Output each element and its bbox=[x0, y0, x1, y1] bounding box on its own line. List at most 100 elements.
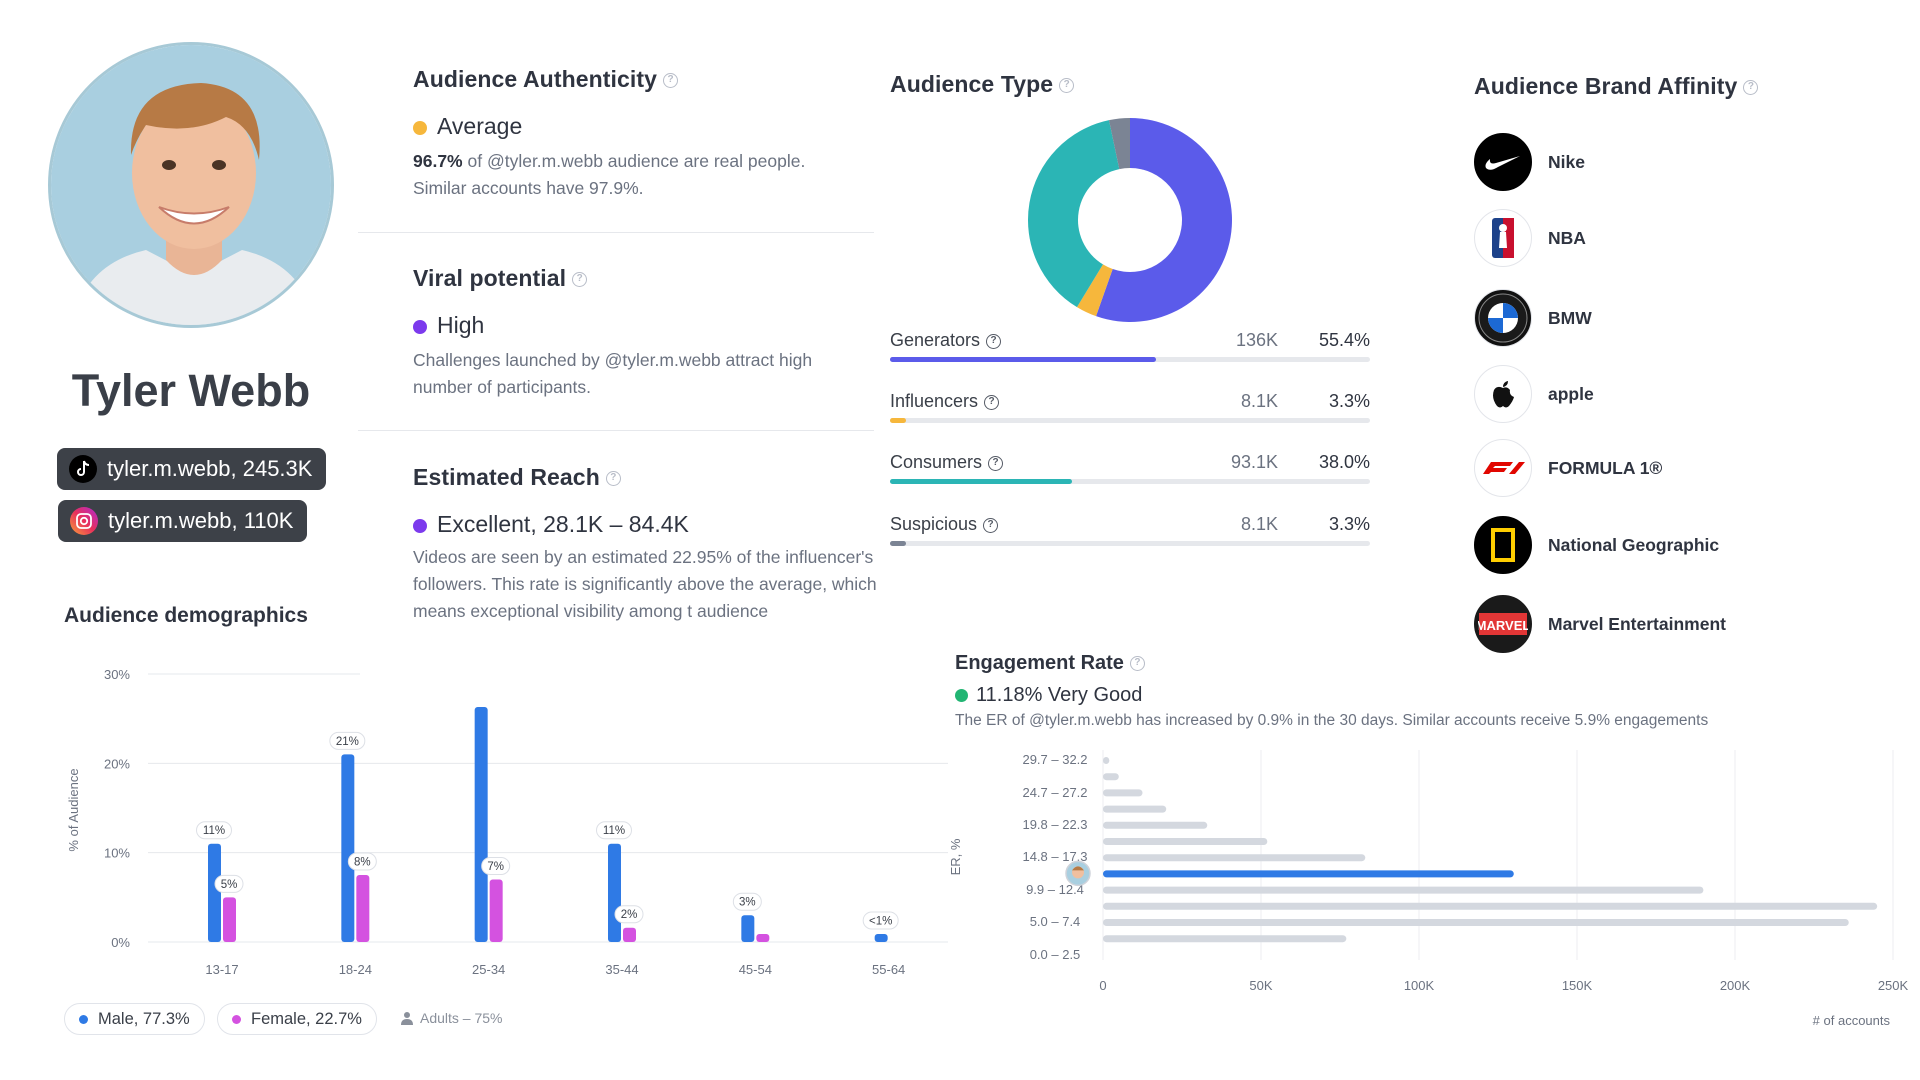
bar-male-13-17[interactable] bbox=[208, 843, 221, 942]
legend-female[interactable]: Female, 22.7% bbox=[217, 1003, 377, 1035]
er-bar[interactable] bbox=[1103, 789, 1143, 797]
type-percent: 38.0% bbox=[1318, 452, 1370, 472]
type-label: Generators? bbox=[890, 330, 1002, 351]
type-count: 93.1K bbox=[1230, 452, 1278, 472]
er-bar[interactable] bbox=[1103, 838, 1268, 845]
engagement-chart: 0 50K 100K 150K 200K 250K 29.7 – 32.2 24.7 – 27… bbox=[948, 750, 1909, 1028]
legend-male[interactable]: Male, 77.3% bbox=[64, 1003, 205, 1035]
donut-slice-suspicious bbox=[1109, 118, 1130, 170]
y-tick-label: 0% bbox=[111, 935, 130, 950]
x-tick-label: 13-17 bbox=[205, 962, 238, 977]
brand-item-national-geographic[interactable]: National Geographic bbox=[1474, 515, 1719, 575]
audience-type-row-consumers: Consumers? 93.1K 38.0% bbox=[890, 452, 1370, 492]
er-bar[interactable] bbox=[1103, 935, 1347, 943]
marvel-logo-icon: MARVEL bbox=[1474, 595, 1532, 653]
tiktok-handle: tyler.m.webb, 245.3K bbox=[107, 456, 313, 481]
reach-section: Estimated Reach? Excellent, 28.1K – 84.4… bbox=[413, 464, 893, 625]
demographics-chart: 0% 10% 20% 30% % of Audience 11% 5% 13-17 21% 8% 1… bbox=[66, 667, 948, 977]
brand-name: BMW bbox=[1548, 307, 1592, 328]
data-label-male: <1% bbox=[869, 915, 892, 927]
x-tick-label: 35-44 bbox=[605, 962, 638, 977]
type-percent: 3.3% bbox=[1328, 391, 1370, 411]
brand-item-bmw[interactable]: BMW bbox=[1474, 288, 1592, 348]
audience-type-donut bbox=[1028, 118, 1232, 322]
viral-status: High bbox=[413, 312, 883, 339]
help-icon[interactable]: ? bbox=[1059, 78, 1075, 94]
engagement-status: 11.18% Very Good bbox=[955, 684, 1142, 707]
bar-female-35-44[interactable] bbox=[623, 927, 636, 942]
help-icon[interactable]: ? bbox=[572, 272, 588, 288]
f1-logo-icon bbox=[1474, 439, 1532, 497]
demographics-title: Audience demographics bbox=[64, 604, 308, 627]
bar-female-25-34[interactable] bbox=[489, 879, 503, 942]
y-tick-label: 5.0 – 7.4 bbox=[1030, 914, 1081, 929]
type-count: 8.1K bbox=[1240, 391, 1278, 411]
er-bar[interactable] bbox=[1103, 757, 1110, 764]
avatar bbox=[48, 42, 334, 328]
bar-male-45-54[interactable] bbox=[741, 915, 755, 942]
tiktok-icon bbox=[69, 455, 97, 483]
type-progress-track bbox=[890, 541, 1370, 546]
tiktok-account-chip[interactable]: tyler.m.webb, 245.3K bbox=[57, 448, 327, 490]
er-bar[interactable] bbox=[1103, 886, 1704, 894]
y-tick-label: 29.7 – 32.2 bbox=[1022, 752, 1087, 767]
help-icon[interactable]: ? bbox=[988, 455, 1004, 471]
brand-name: NBA bbox=[1548, 227, 1586, 248]
help-icon[interactable]: ? bbox=[984, 394, 1000, 410]
x-tick-label: 100K bbox=[1404, 978, 1435, 993]
instagram-handle: tyler.m.webb, 110K bbox=[108, 508, 294, 533]
y-tick-label: 20% bbox=[104, 756, 130, 771]
type-progress-fill bbox=[890, 541, 906, 546]
bar-male-25-34[interactable] bbox=[474, 707, 488, 942]
er-bar[interactable] bbox=[1103, 773, 1119, 781]
instagram-icon bbox=[70, 507, 98, 535]
brand-item-formula-1[interactable]: FORMULA 1® bbox=[1474, 438, 1662, 498]
instagram-account-chip[interactable]: tyler.m.webb, 110K bbox=[58, 500, 308, 542]
viral-desc: Challenges launched by @tyler.m.webb att… bbox=[413, 350, 813, 397]
x-axis-label: # of accounts bbox=[1813, 1013, 1891, 1028]
help-icon[interactable]: ? bbox=[663, 73, 679, 89]
bar-male-35-44[interactable] bbox=[608, 843, 621, 942]
bar-female-18-24[interactable] bbox=[356, 875, 370, 942]
help-icon[interactable]: ? bbox=[1743, 80, 1759, 96]
help-icon[interactable]: ? bbox=[983, 517, 999, 533]
divider bbox=[358, 232, 874, 233]
bar-male-55-64[interactable] bbox=[874, 933, 888, 942]
help-icon[interactable]: ? bbox=[1129, 656, 1145, 672]
data-label-female: 7% bbox=[487, 861, 504, 873]
engagement-desc: The ER of @tyler.m.webb has increased by… bbox=[955, 712, 1709, 729]
divider bbox=[358, 430, 874, 431]
status-dot-icon bbox=[955, 689, 968, 703]
er-bar-highlight[interactable] bbox=[1103, 870, 1514, 878]
y-tick-label: 24.7 – 27.2 bbox=[1022, 785, 1087, 800]
brand-item-nike[interactable]: Nike bbox=[1474, 132, 1585, 192]
brand-item-apple[interactable]: apple bbox=[1474, 364, 1594, 424]
avatar-image bbox=[51, 45, 331, 325]
bar-male-18-24[interactable] bbox=[341, 754, 355, 942]
y-tick-label: 30% bbox=[104, 667, 130, 682]
er-bar[interactable] bbox=[1103, 919, 1849, 926]
type-progress-fill bbox=[890, 418, 906, 423]
nike-logo-icon bbox=[1474, 133, 1532, 191]
data-label-female: 8% bbox=[354, 857, 371, 869]
er-bar[interactable] bbox=[1103, 854, 1366, 862]
data-label-male-bg bbox=[862, 911, 899, 930]
y-tick-label: 10% bbox=[104, 846, 130, 861]
bar-female-13-17[interactable] bbox=[223, 897, 236, 942]
er-bar[interactable] bbox=[1103, 821, 1208, 829]
brand-item-nba[interactable]: NBA bbox=[1474, 208, 1586, 268]
data-label-male-bg bbox=[732, 892, 762, 911]
data-label-male-bg bbox=[196, 821, 232, 840]
help-icon[interactable]: ? bbox=[605, 471, 621, 487]
er-bar[interactable] bbox=[1103, 902, 1878, 910]
er-bar[interactable] bbox=[1103, 805, 1167, 813]
data-label-male: 21% bbox=[336, 736, 359, 748]
profile-name: Tyler Webb bbox=[71, 365, 311, 416]
data-label-female-bg bbox=[481, 856, 511, 875]
bar-female-45-54[interactable] bbox=[756, 933, 770, 942]
audience-type-row-generators: Generators? 136K 55.4% bbox=[890, 330, 1370, 370]
nba-logo-icon bbox=[1474, 209, 1532, 267]
x-tick-label: 200K bbox=[1720, 978, 1751, 993]
brand-item-marvel[interactable]: MARVEL Marvel Entertainment bbox=[1474, 594, 1726, 654]
help-icon[interactable]: ? bbox=[986, 333, 1002, 349]
